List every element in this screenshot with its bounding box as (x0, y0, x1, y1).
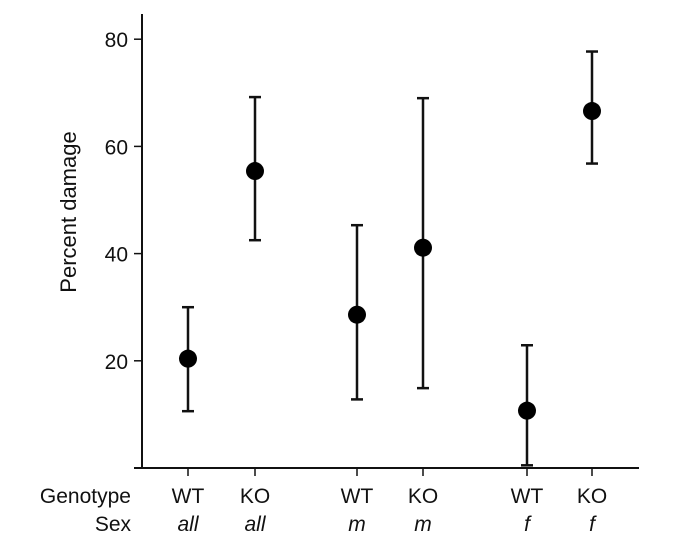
y-tick-label: 20 (105, 351, 128, 374)
y-tick-label: 80 (105, 29, 128, 52)
y-axis-label: Percent damage (56, 131, 81, 292)
data-point (179, 349, 197, 368)
genotype-label: KO (408, 485, 438, 508)
genotype-label: KO (240, 485, 270, 508)
data-point (348, 305, 366, 324)
sex-label: m (348, 513, 366, 536)
genotype-label: WT (341, 485, 374, 508)
data-point (518, 401, 536, 420)
genotype-label: KO (577, 485, 607, 508)
y-tick-label: 60 (105, 136, 128, 159)
data-point (414, 238, 432, 257)
sex-label: m (414, 513, 432, 536)
genotype-label: WT (511, 485, 544, 508)
genotype-row-label: Genotype (40, 485, 131, 508)
genotype-label: WT (172, 485, 205, 508)
sex-row-label: Sex (95, 513, 132, 536)
y-tick-label: 40 (105, 244, 128, 267)
data-point (583, 102, 601, 121)
sex-label: f (524, 513, 532, 536)
sex-label: f (589, 513, 597, 536)
sex-label: all (244, 513, 266, 536)
sex-label: all (177, 513, 199, 536)
data-point (246, 162, 264, 181)
